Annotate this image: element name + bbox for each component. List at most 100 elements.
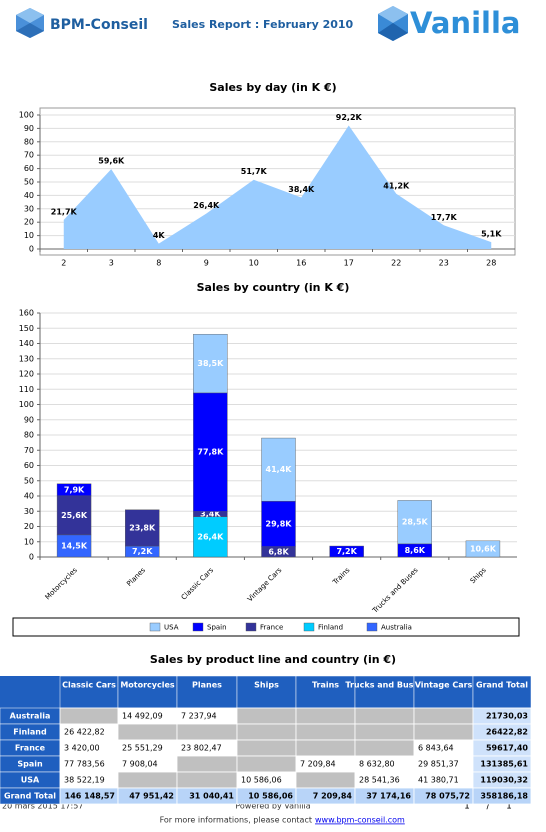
bar-segment [56, 483, 92, 497]
x-tick-label: 16 [296, 259, 306, 268]
table-cell [176, 771, 238, 789]
y-tick-label: 50 [24, 476, 34, 485]
y-tick-label: 160 [19, 309, 34, 318]
header-cell [117, 675, 178, 709]
cell-value: 29 851,37 [418, 760, 459, 769]
brand-logo [16, 8, 44, 38]
column-header: Trucks and Buses [345, 681, 423, 690]
table-cell [236, 755, 297, 773]
data-label: 41,2K [383, 181, 410, 190]
y-tick-label: 150 [19, 324, 34, 333]
legend-label: France [260, 624, 283, 632]
data-label: 23,8K [129, 523, 156, 532]
footer-link[interactable]: www.bpm-conseil.com [315, 816, 405, 825]
data-label: 21,7K [51, 207, 78, 216]
table-cell [236, 707, 297, 725]
header-cell [354, 675, 415, 709]
table-cell [354, 723, 415, 741]
table-cell [354, 707, 415, 725]
y-tick-label: 80 [24, 137, 34, 146]
data-label: 77,8K [197, 448, 224, 457]
y-tick-label: 110 [19, 385, 34, 394]
x-tick-label: Classic Cars [180, 566, 216, 602]
cell-value: 10 586,06 [241, 776, 282, 785]
data-label: 17,7K [431, 213, 458, 222]
x-tick-label: 3 [109, 259, 114, 268]
cell-value: 3 420,00 [64, 744, 100, 753]
bar-segment [193, 333, 228, 394]
y-tick-label: 100 [19, 111, 34, 120]
y-tick-label: 30 [24, 507, 34, 516]
data-label: 29,8K [266, 519, 293, 528]
cell-value: 7 237,94 [181, 712, 217, 721]
row-header: Spain [17, 760, 43, 769]
header-cell [472, 675, 532, 709]
data-label: 51,7K [241, 167, 268, 176]
cell-value: 7 908,04 [122, 760, 158, 769]
cell-value: 14 492,09 [122, 712, 163, 721]
x-tick-label: 8 [156, 259, 161, 268]
legend-swatch [245, 622, 257, 632]
data-label: 7,2K [336, 547, 357, 556]
cell-value: 21730,03 [486, 712, 528, 721]
table-cell [413, 707, 474, 725]
cell-value: 37 174,16 [366, 792, 411, 801]
x-tick-label: Trucks and Buses [370, 566, 419, 615]
x-tick-label: 17 [344, 259, 354, 268]
cell-value: 8 632,80 [359, 760, 395, 769]
page-sep: / [486, 802, 490, 812]
table-cell [295, 739, 356, 757]
row-header: Australia [10, 712, 51, 721]
column-header: Planes [192, 681, 222, 690]
data-label: 14,5K [61, 541, 88, 550]
y-tick-label: 80 [24, 431, 34, 440]
y-tick-label: 100 [19, 400, 34, 409]
footer-date: 20 mars 2015 17:57 [2, 802, 83, 811]
y-tick-label: 90 [24, 124, 34, 133]
table-title: Sales by product line and country (in €) [150, 653, 396, 666]
table-cell [472, 787, 532, 805]
data-label: 6,8K [268, 547, 289, 556]
cell-value: 7 209,84 [300, 760, 336, 769]
y-tick-label: 60 [24, 461, 34, 470]
row-header: France [15, 744, 46, 753]
y-tick-label: 20 [24, 522, 34, 531]
footer-powered: Powered by Vanilla [235, 802, 310, 811]
data-label: 26,4K [197, 532, 224, 541]
column-header: Trains [312, 681, 339, 690]
cell-value: 7 209,84 [313, 792, 353, 801]
header-cell [236, 675, 297, 709]
table-cell [295, 723, 356, 741]
data-label: 25,6K [61, 511, 88, 520]
data-label: 10,6K [470, 544, 497, 553]
x-tick-label: Motorcycles [44, 566, 79, 601]
x-tick-label: 23 [439, 259, 449, 268]
bar-segment [56, 495, 92, 536]
bar-segment [329, 545, 364, 558]
y-tick-label: 130 [19, 354, 34, 363]
cell-value: 59617,40 [486, 744, 528, 753]
legend-swatch [303, 622, 315, 632]
row-header: Finland [13, 728, 47, 737]
legend-swatch [149, 622, 161, 632]
bar-segment [125, 509, 160, 547]
cell-value: 41 380,71 [418, 776, 459, 785]
bar-segment [193, 516, 228, 558]
column-header: Motorcycles [120, 681, 175, 690]
y-tick-label: 10 [24, 231, 34, 240]
y-tick-label: 10 [24, 537, 34, 546]
cell-value: 31 040,41 [189, 792, 234, 801]
x-tick-label: 9 [204, 259, 209, 268]
column-header: Classic Cars [62, 681, 116, 690]
legend-swatch [192, 622, 204, 632]
data-label: 3,4K [200, 510, 221, 519]
legend-swatch [366, 622, 378, 632]
data-label: 38,5K [197, 359, 224, 368]
y-tick-label: 120 [19, 370, 34, 379]
cell-value: 78 075,72 [425, 792, 470, 801]
brand-name: BPM-Conseil [50, 17, 148, 33]
cell-value: 6 843,64 [418, 744, 454, 753]
page-number: 1 [464, 802, 470, 812]
